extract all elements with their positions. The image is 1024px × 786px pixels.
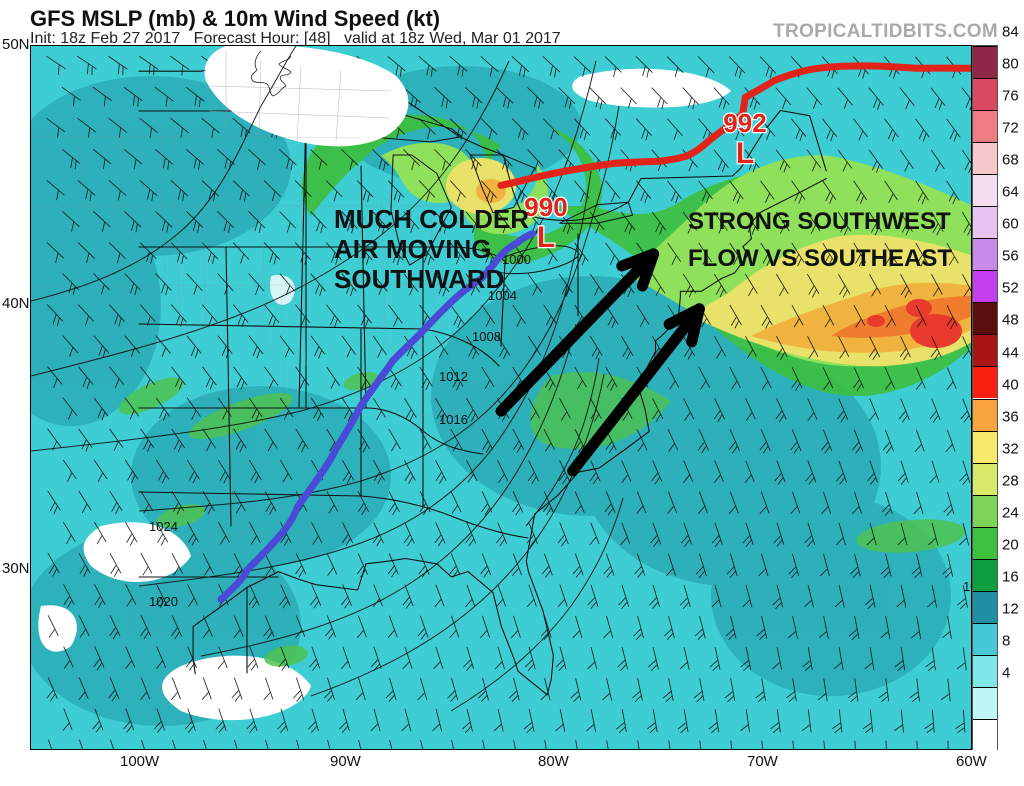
svg-text:1012: 1012	[439, 369, 468, 384]
svg-text:1016: 1016	[439, 412, 468, 427]
svg-text:992: 992	[723, 108, 766, 138]
svg-text:1020: 1020	[149, 594, 178, 609]
svg-text:AIR MOVING: AIR MOVING	[334, 234, 491, 264]
svg-text:1024: 1024	[149, 519, 178, 534]
svg-text:1020: 1020	[963, 579, 972, 594]
svg-text:L: L	[736, 137, 754, 170]
svg-text:MUCH COLDER: MUCH COLDER	[334, 204, 529, 234]
svg-text:1008: 1008	[472, 329, 501, 344]
svg-text:STRONG SOUTHWEST: STRONG SOUTHWEST	[688, 208, 951, 235]
svg-text:L: L	[537, 221, 555, 254]
svg-text:FLOW VS SOUTHEAST: FLOW VS SOUTHEAST	[688, 245, 952, 272]
svg-text:990: 990	[524, 192, 567, 222]
svg-text:SOUTHWARD: SOUTHWARD	[334, 264, 504, 294]
